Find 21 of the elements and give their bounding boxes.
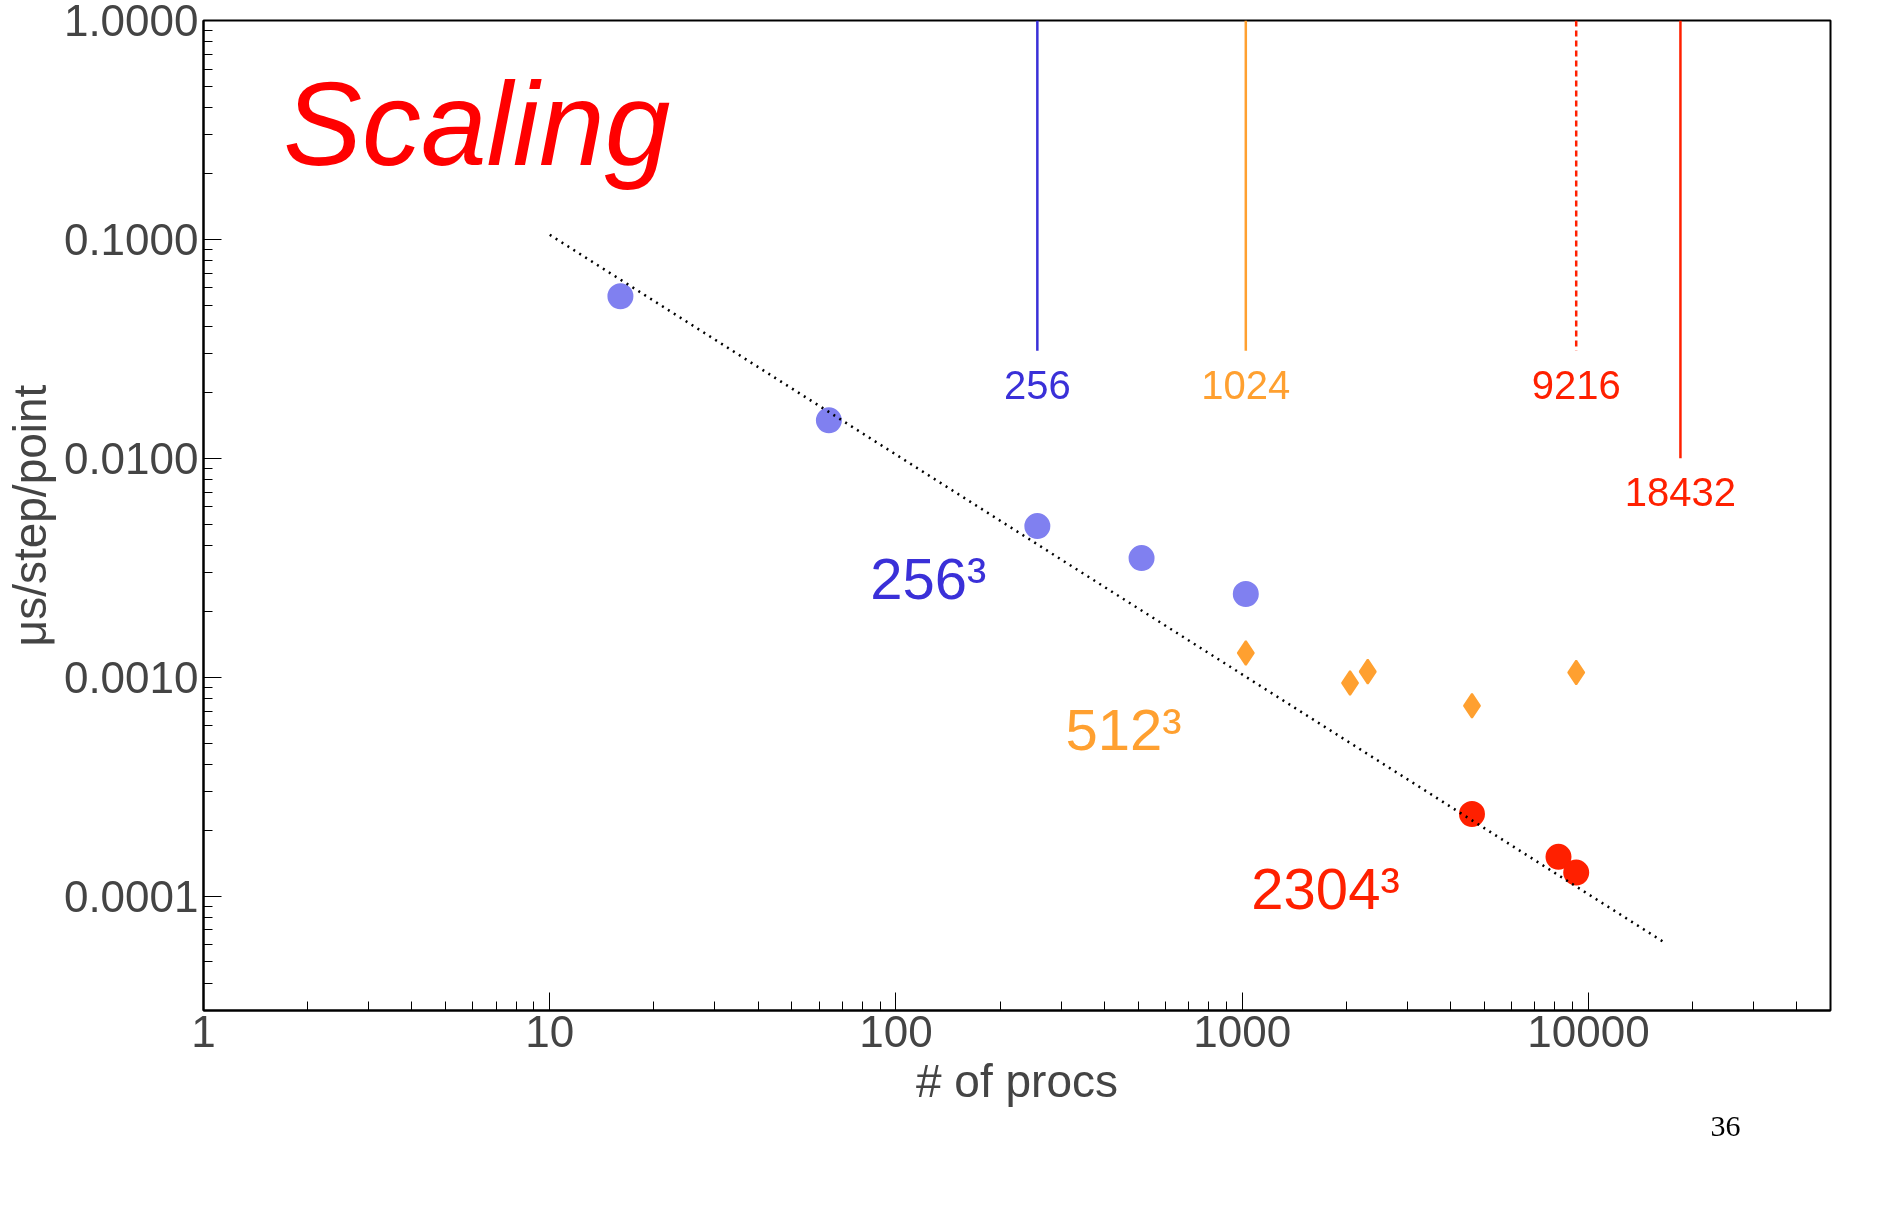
series-label: 1024: [1201, 362, 1291, 407]
annotation: 512³: [1065, 696, 1182, 762]
y-tick-label: 0.1000: [63, 214, 199, 264]
x-tick-label: 1000: [1193, 1006, 1292, 1056]
y-tick-label: 1.0000: [63, 0, 199, 45]
y-axis-title: μs/step/point: [3, 384, 56, 647]
x-tick-label: 10: [525, 1006, 575, 1056]
y-tick-label: 0.0100: [63, 433, 199, 483]
series-label: 18432: [1624, 470, 1737, 515]
y-tick-label: 0.0010: [63, 652, 199, 702]
annotation: Scaling: [283, 58, 671, 191]
annotation: 2304³: [1251, 855, 1400, 921]
y-tick-label: 0.0001: [63, 871, 199, 921]
x-tick-label: 1: [191, 1006, 216, 1056]
x-axis-title: # of procs: [916, 1054, 1118, 1107]
x-tick-label: 100: [859, 1006, 933, 1056]
text: 36: [1710, 1108, 1741, 1142]
annotation: 256³: [870, 546, 987, 612]
series-label: 256: [1003, 362, 1071, 407]
series-label: 9216: [1531, 362, 1621, 407]
x-tick-label: 10000: [1527, 1006, 1650, 1056]
